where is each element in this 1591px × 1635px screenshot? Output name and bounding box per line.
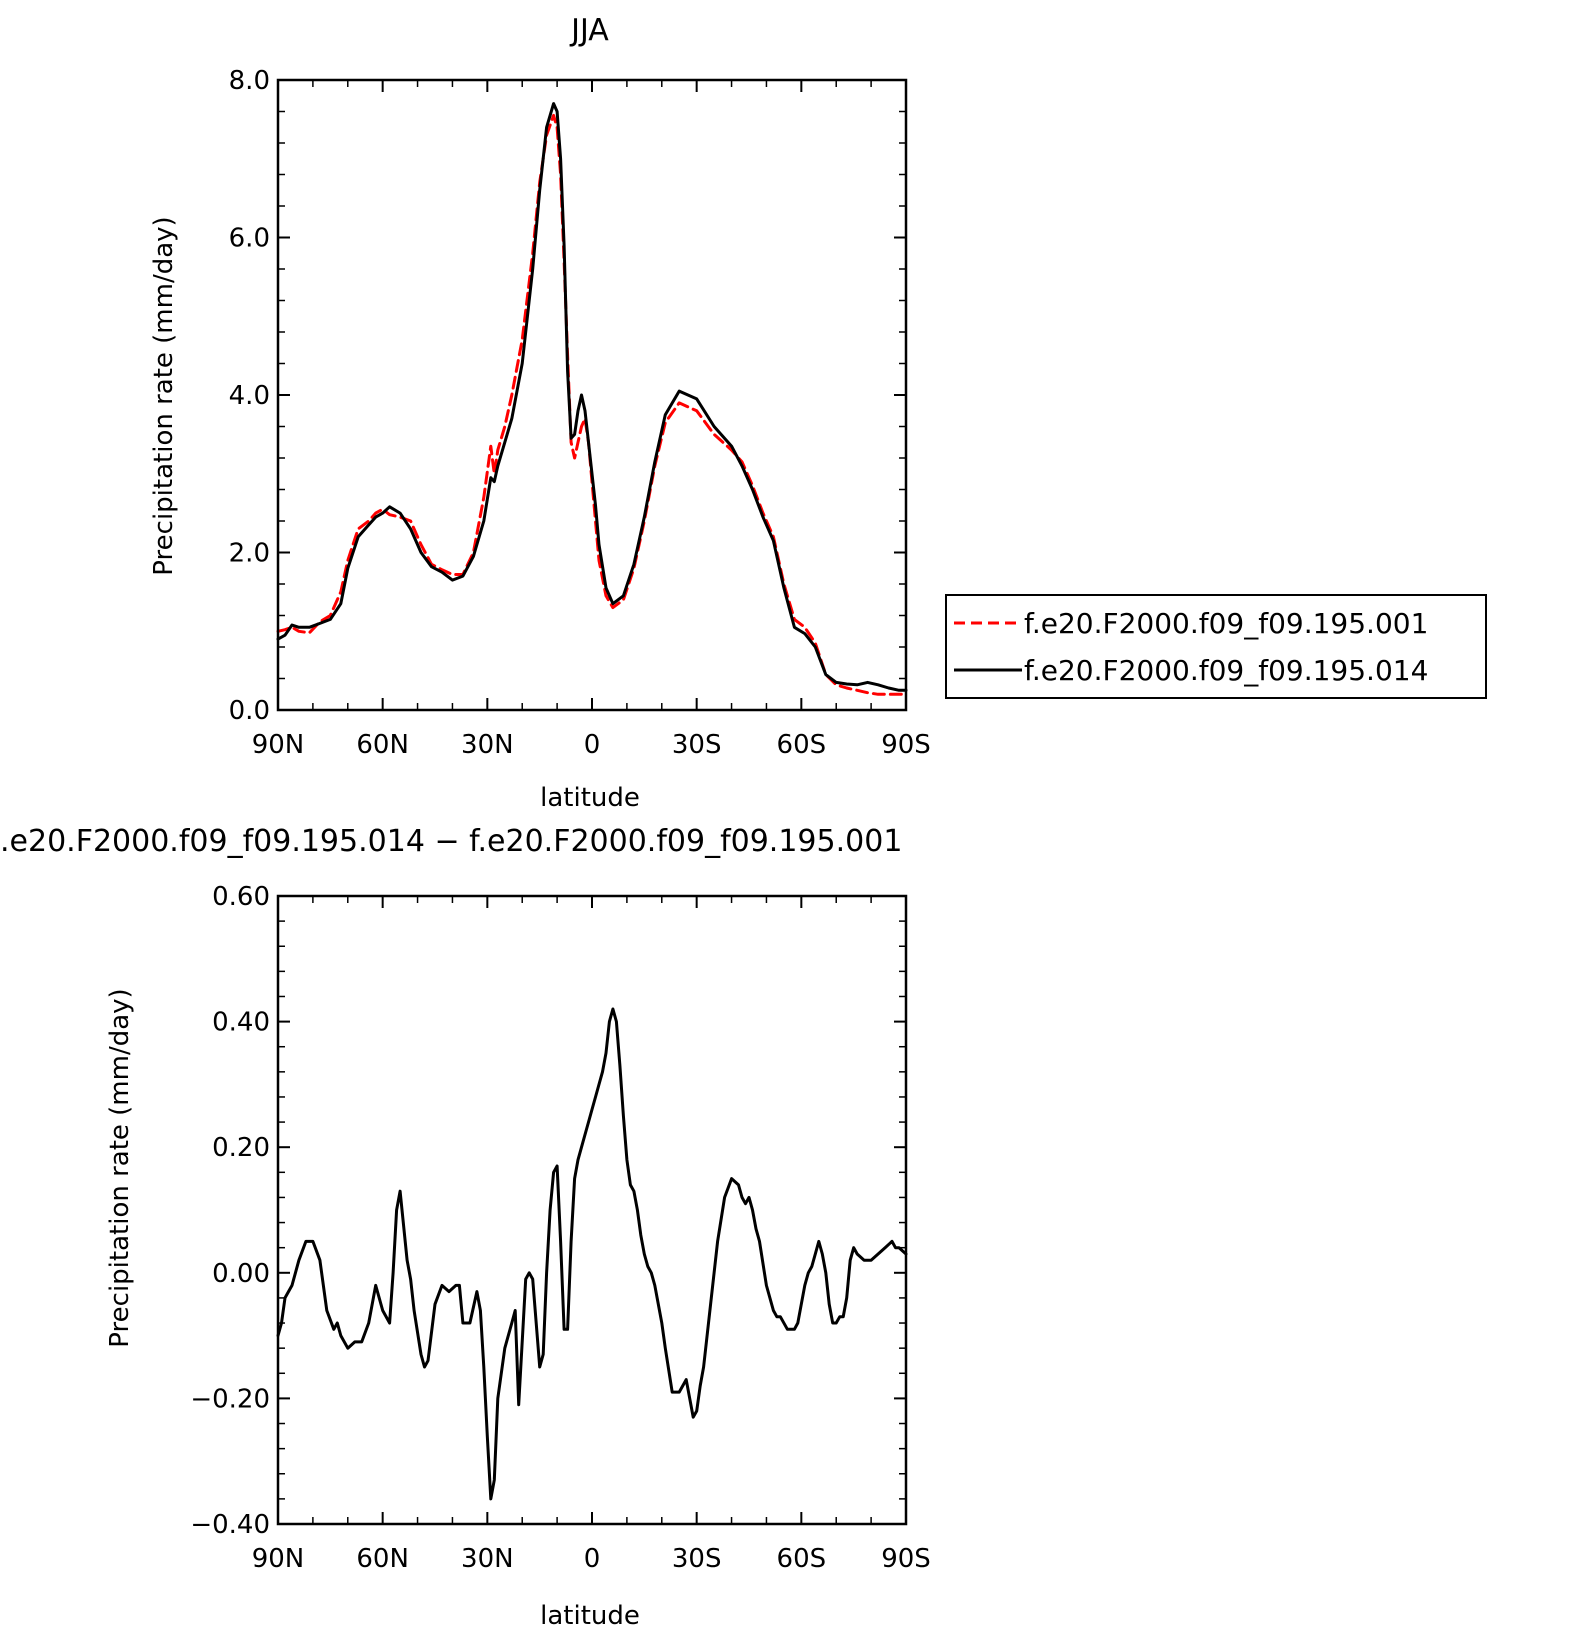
chart-title: JJA: [569, 13, 609, 48]
series-line: [276, 1007, 908, 1501]
legend-label-001: f.e20.F2000.f09_f09.195.001: [1024, 607, 1428, 640]
top-panel: JJA Precipitation rate (mm/day) latitude…: [149, 13, 1487, 813]
y-tick-label: −0.20: [190, 1384, 270, 1414]
bottom-panel: .e20.F2000.f09_f09.195.014 − f.e20.F2000…: [0, 824, 931, 1631]
x-tick-label: 60N: [356, 730, 409, 760]
x-tick-label: 60S: [777, 730, 827, 760]
x-tick-label: 60S: [777, 1544, 827, 1574]
plot-frame: [276, 78, 908, 712]
legend: f.e20.F2000.f09_f09.195.001 f.e20.F2000.…: [945, 594, 1487, 699]
x-tick-label: 30N: [461, 730, 514, 760]
x-tick-label: 30N: [461, 1544, 514, 1574]
ticks: 90N 60N 30N 0 30S 60S 90S 0.0 2.0 4.0 6.0 8.0: [229, 66, 931, 760]
x-tick-label: 90S: [881, 730, 931, 760]
y-axis-title: Precipitation rate (mm/day): [149, 216, 179, 575]
series-lines: [276, 1007, 908, 1501]
x-tick-label: 90S: [881, 1544, 931, 1574]
y-tick-label: 0.00: [212, 1259, 270, 1289]
series-line: [276, 102, 908, 692]
x-axis-title: latitude: [540, 1601, 640, 1631]
y-tick-label: 0.20: [212, 1133, 270, 1163]
y-tick-label: 0.60: [212, 882, 270, 912]
legend-label-014: f.e20.F2000.f09_f09.195.014: [1024, 654, 1428, 687]
chart-title: .e20.F2000.f09_f09.195.014 − f.e20.F2000…: [0, 824, 902, 859]
y-tick-label: 0.40: [212, 1008, 270, 1038]
x-tick-label: 30S: [672, 730, 722, 760]
x-tick-label: 0: [584, 730, 601, 760]
x-tick-label: 60N: [356, 1544, 409, 1574]
x-tick-label: 0: [584, 1544, 601, 1574]
y-tick-label: 0.0: [229, 696, 270, 726]
plot-frame: [276, 894, 908, 1526]
y-tick-label: −0.40: [190, 1510, 270, 1540]
series-line: [276, 113, 908, 696]
x-tick-label: 90N: [252, 730, 305, 760]
y-tick-label: 2.0: [229, 539, 270, 569]
y-tick-label: 6.0: [229, 224, 270, 254]
x-axis-title: latitude: [540, 783, 640, 813]
x-tick-label: 90N: [252, 1544, 305, 1574]
y-axis-title: Precipitation rate (mm/day): [105, 988, 135, 1347]
y-tick-label: 8.0: [229, 66, 270, 96]
legend-box: [945, 594, 1487, 699]
x-tick-label: 30S: [672, 1544, 722, 1574]
y-tick-label: 4.0: [229, 381, 270, 411]
series-lines: [276, 102, 908, 696]
